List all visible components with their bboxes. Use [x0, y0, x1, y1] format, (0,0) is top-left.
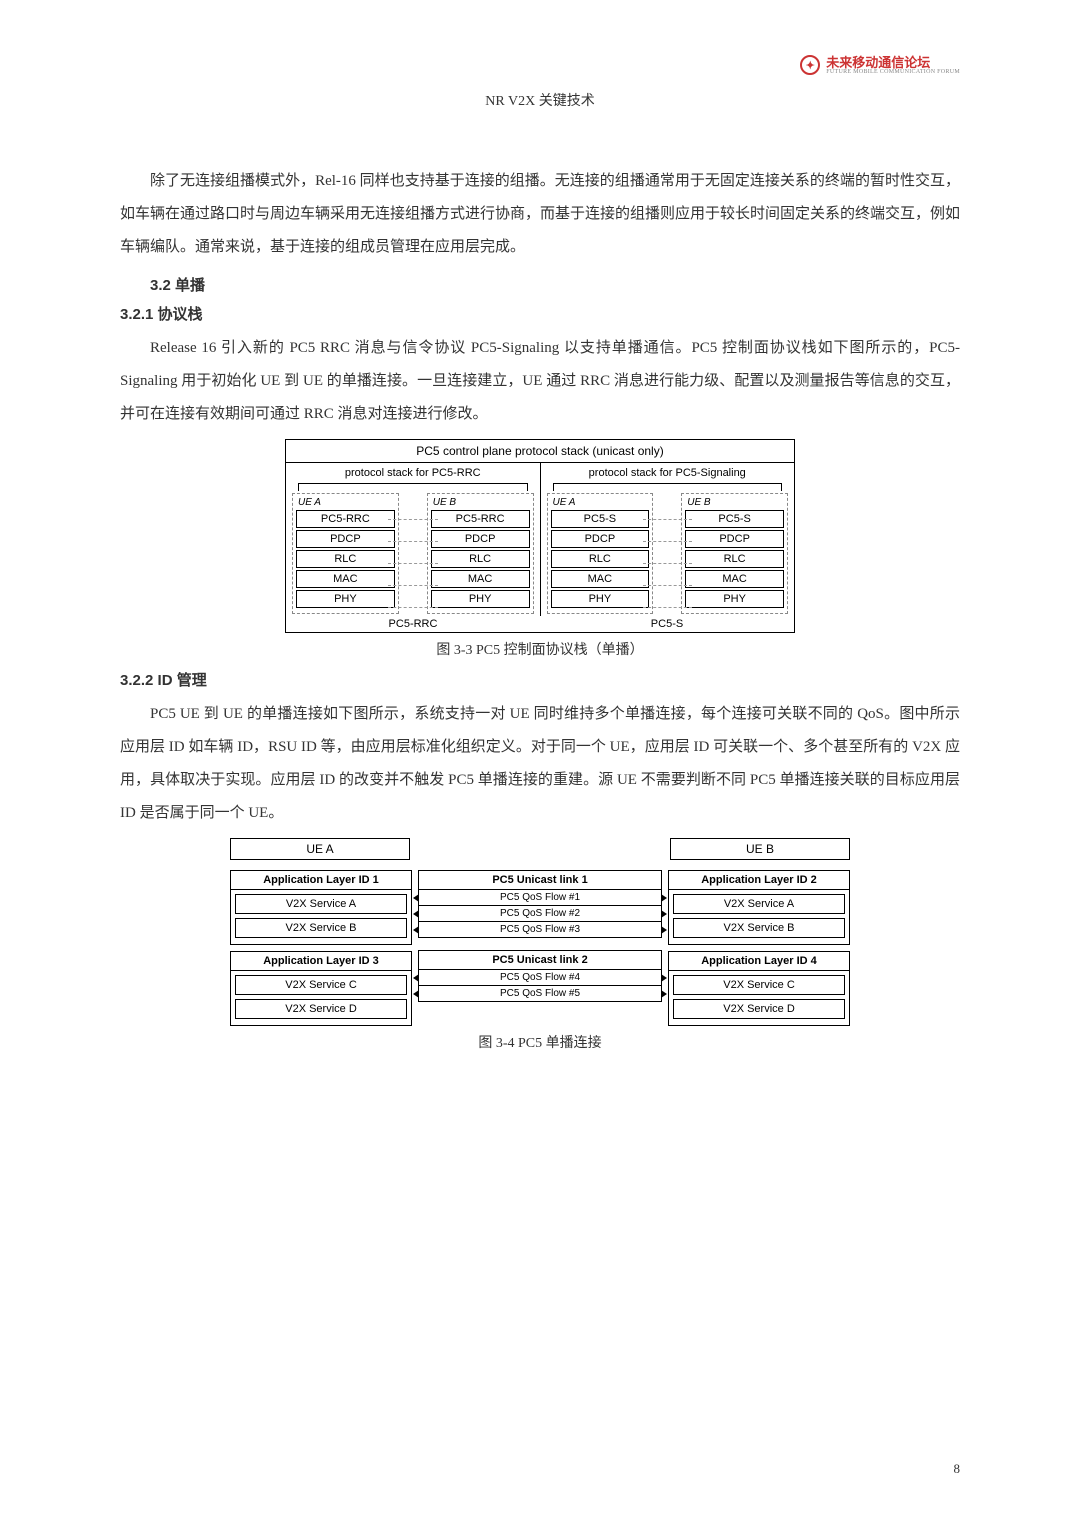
fig34-app3: Application Layer ID 3 V2X Service C V2X… [230, 951, 412, 1026]
fig34-link2: PC5 Unicast link 2 PC5 QoS Flow #4 PC5 Q… [418, 950, 662, 1002]
fig33-ueB-sig: UE B PC5-S PDCP RLC MAC PHY [681, 493, 788, 614]
paragraph-1: 除了无连接组播模式外，Rel-16 同样也支持基于连接的组播。无连接的组播通常用… [120, 165, 960, 264]
logo-cn: 未来移动通信论坛 [826, 56, 960, 69]
fig34-left-col: Application Layer ID 1 V2X Service A V2X… [230, 870, 412, 1026]
doc-title: NR V2X 关键技术 [120, 90, 960, 110]
fig34-app4: Application Layer ID 4 V2X Service C V2X… [668, 951, 850, 1026]
paragraph-3: PC5 UE 到 UE 的单播连接如下图所示，系统支持一对 UE 同时维持多个单… [120, 698, 960, 830]
fig33-ueB-rrc: UE B PC5-RRC PDCP RLC MAC PHY [427, 493, 534, 614]
paragraph-2: Release 16 引入新的 PC5 RRC 消息与信令协议 PC5-Sign… [120, 332, 960, 431]
figure-3-4: UE A UE B Application Layer ID 1 V2X Ser… [230, 838, 850, 1026]
fig33-title: PC5 control plane protocol stack (unicas… [286, 440, 794, 463]
fig34-caption: 图 3-4 PC5 单播连接 [120, 1032, 960, 1052]
fig34-app2: Application Layer ID 2 V2X Service A V2X… [668, 870, 850, 945]
fig33-ueA-rrc: UE A PC5-RRC PDCP RLC MAC PHY [292, 493, 399, 614]
fig33-ueA-sig: UE A PC5-S PDCP RLC MAC PHY [547, 493, 654, 614]
fig33-bottom-right: PC5-S [540, 616, 794, 632]
fig33-bottom-left: PC5-RRC [286, 616, 540, 632]
forum-logo: ✦ 未来移动通信论坛 FUTURE MOBILE COMMUNICATION F… [800, 55, 960, 75]
fig33-right: protocol stack for PC5-Signaling UE A PC… [540, 463, 795, 616]
fig33-left: protocol stack for PC5-RRC UE A PC5-RRC … [286, 463, 540, 616]
fig33-right-title: protocol stack for PC5-Signaling [547, 467, 789, 479]
figure-3-3: PC5 control plane protocol stack (unicas… [285, 439, 795, 633]
heading-3-2: 3.2 单播 [120, 274, 960, 295]
logo-en: FUTURE MOBILE COMMUNICATION FORUM [826, 69, 960, 75]
heading-3-2-1: 3.2.1 协议栈 [120, 303, 960, 324]
fig33-caption: 图 3-3 PC5 控制面协议栈（单播） [120, 639, 960, 659]
fig34-mid-col: PC5 Unicast link 1 PC5 QoS Flow #1 PC5 Q… [418, 870, 662, 1008]
fig33-left-title: protocol stack for PC5-RRC [292, 467, 534, 479]
fig34-ueA-head: UE A [230, 838, 410, 860]
fig34-link1: PC5 Unicast link 1 PC5 QoS Flow #1 PC5 Q… [418, 870, 662, 938]
page-number: 8 [954, 1461, 961, 1477]
fig34-app1: Application Layer ID 1 V2X Service A V2X… [230, 870, 412, 945]
heading-3-2-2: 3.2.2 ID 管理 [120, 669, 960, 690]
fig34-ueB-head: UE B [670, 838, 850, 860]
fig34-right-col: Application Layer ID 2 V2X Service A V2X… [668, 870, 850, 1026]
logo-icon: ✦ [800, 55, 820, 75]
